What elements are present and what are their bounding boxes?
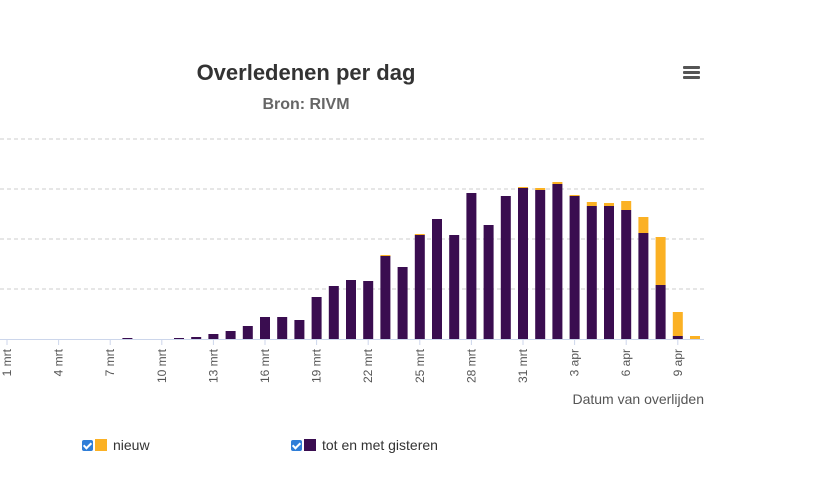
bar-gisteren[interactable] <box>208 334 219 339</box>
chart-subtitle: Bron: RIVM <box>262 96 350 113</box>
legend-swatch-nieuw <box>95 439 107 451</box>
bar-nieuw[interactable] <box>380 255 391 256</box>
bar-nieuw[interactable] <box>518 187 528 188</box>
bar-gisteren[interactable] <box>569 196 580 339</box>
bar-gisteren[interactable] <box>191 337 202 339</box>
hamburger-menu-icon[interactable] <box>680 64 704 84</box>
bar-gisteren[interactable] <box>260 317 270 339</box>
x-tick-label: 22 mrt <box>361 348 375 383</box>
bar-gisteren[interactable] <box>655 285 666 339</box>
bar-gisteren[interactable] <box>380 256 391 339</box>
legend-item-nieuw[interactable]: nieuw <box>82 436 150 454</box>
bar-gisteren[interactable] <box>535 190 546 339</box>
bar-nieuw[interactable] <box>552 182 563 184</box>
bar-gisteren[interactable] <box>242 326 253 339</box>
x-tick-label: 13 mrt <box>206 348 220 383</box>
legend-swatch-gisteren <box>304 439 316 451</box>
bar-gisteren[interactable] <box>638 233 649 339</box>
bar-gisteren[interactable] <box>414 235 425 339</box>
checkbox-checked-icon[interactable] <box>291 439 302 451</box>
bar-nieuw[interactable] <box>586 202 597 206</box>
bar-gisteren[interactable] <box>500 196 511 339</box>
legend-label-gisteren: tot en met gisteren <box>322 437 438 453</box>
bar-gisteren[interactable] <box>621 210 632 339</box>
x-tick-label: 7 mrt <box>103 348 117 376</box>
bar-gisteren[interactable] <box>294 320 305 339</box>
bar-gisteren[interactable] <box>604 206 614 339</box>
bar-gisteren[interactable] <box>552 184 563 339</box>
bar-nieuw[interactable] <box>690 336 700 339</box>
x-tick-label: 10 mrt <box>155 348 169 383</box>
bar-gisteren[interactable] <box>586 206 597 339</box>
chart-title: Overledenen per dag <box>196 60 416 85</box>
bar-nieuw[interactable] <box>604 203 614 206</box>
bar-nieuw[interactable] <box>638 217 649 233</box>
bar-nieuw[interactable] <box>621 201 632 210</box>
bar-gisteren[interactable] <box>397 267 408 339</box>
bar-gisteren[interactable] <box>363 281 374 339</box>
bar-gisteren[interactable] <box>449 235 460 339</box>
x-axis-title: Datum van overlijden <box>572 391 704 407</box>
bar-gisteren[interactable] <box>432 219 442 339</box>
bar-nieuw[interactable] <box>535 188 546 190</box>
bar-gisteren[interactable] <box>225 331 236 339</box>
x-tick-label: 9 apr <box>671 349 685 376</box>
x-tick-label: 4 mrt <box>52 348 66 376</box>
bar-gisteren[interactable] <box>483 225 494 339</box>
bar-nieuw[interactable] <box>569 195 580 196</box>
bar-gisteren[interactable] <box>174 338 184 339</box>
bar-gisteren[interactable] <box>328 286 339 339</box>
x-tick-label: 1 mrt <box>0 348 14 376</box>
x-tick-label: 6 apr <box>619 349 633 376</box>
x-tick-label: 16 mrt <box>258 348 272 383</box>
bar-gisteren[interactable] <box>311 297 322 339</box>
bar-gisteren[interactable] <box>277 317 288 339</box>
legend-item-gisteren[interactable]: tot en met gisteren <box>291 436 438 454</box>
checkbox-checked-icon[interactable] <box>82 439 93 451</box>
bar-gisteren[interactable] <box>346 280 356 339</box>
bars-layer <box>122 182 700 339</box>
x-tick-label: 31 mrt <box>516 348 530 383</box>
x-tick-label: 3 apr <box>568 349 582 376</box>
bar-gisteren[interactable] <box>466 193 477 339</box>
x-tick-label: 19 mrt <box>310 348 324 383</box>
legend-label-nieuw: nieuw <box>113 437 150 453</box>
grid-layer <box>0 138 704 290</box>
bar-nieuw[interactable] <box>414 234 425 235</box>
x-tick-label: 25 mrt <box>413 348 427 383</box>
bar-gisteren[interactable] <box>672 336 683 339</box>
bar-nieuw[interactable] <box>655 237 666 285</box>
bar-nieuw[interactable] <box>672 312 683 336</box>
bar-gisteren[interactable] <box>518 188 528 339</box>
x-axis: 1 mrt 4 mrt 7 mrt 10 mrt 13 mrt 16 mrt 19 mrt 2… <box>0 339 704 383</box>
x-tick-label: 28 mrt <box>464 348 478 383</box>
bar-gisteren[interactable] <box>122 338 133 339</box>
